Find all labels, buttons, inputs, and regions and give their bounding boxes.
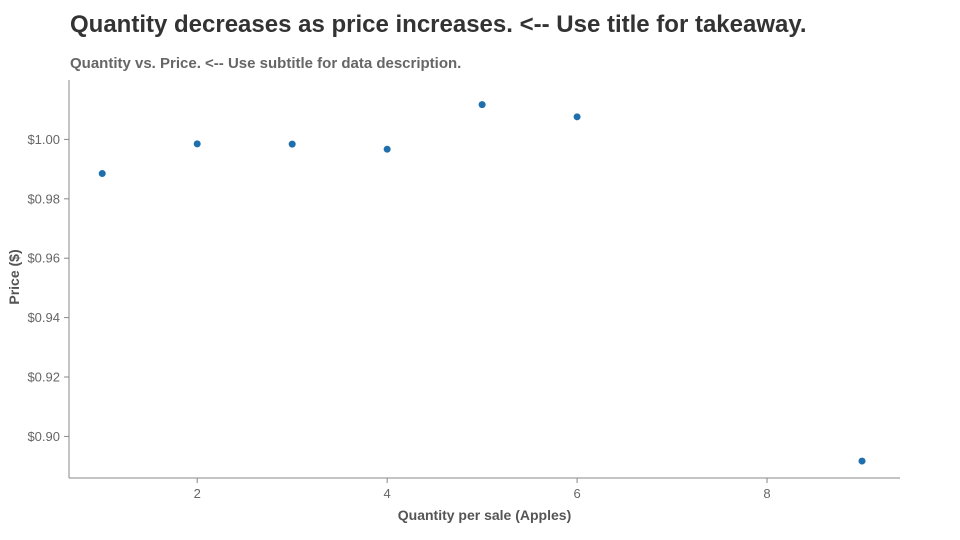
x-tick-label: 8 xyxy=(763,486,770,501)
y-tick-label: $0.94 xyxy=(27,310,60,325)
x-tick-label: 6 xyxy=(573,486,580,501)
chart-subtitle: Quantity vs. Price. <-- Use subtitle for… xyxy=(70,55,462,72)
y-tick-label: $0.96 xyxy=(27,251,60,266)
y-tick-label: $1.00 xyxy=(27,132,60,147)
x-tick-label: 2 xyxy=(194,486,201,501)
chart-title: Quantity decreases as price increases. <… xyxy=(70,11,807,38)
data-point xyxy=(478,101,486,109)
data-point xyxy=(858,457,866,465)
y-tick-label: $0.90 xyxy=(27,429,60,444)
y-tick-label: $0.92 xyxy=(27,370,60,385)
data-point xyxy=(573,113,581,121)
data-point xyxy=(193,140,201,148)
axes: $0.90 $0.92 $0.94 $0.96 $0.98 $1.00 2 4 6 8 xyxy=(27,80,900,501)
data-point xyxy=(98,170,106,178)
data-points xyxy=(98,101,866,465)
y-axis-title: Price ($) xyxy=(6,249,22,304)
data-point xyxy=(383,145,391,153)
x-axis-title: Quantity per sale (Apples) xyxy=(398,507,571,523)
data-point xyxy=(288,140,296,148)
y-tick-label: $0.98 xyxy=(27,191,60,206)
x-tick-label: 4 xyxy=(384,486,391,501)
